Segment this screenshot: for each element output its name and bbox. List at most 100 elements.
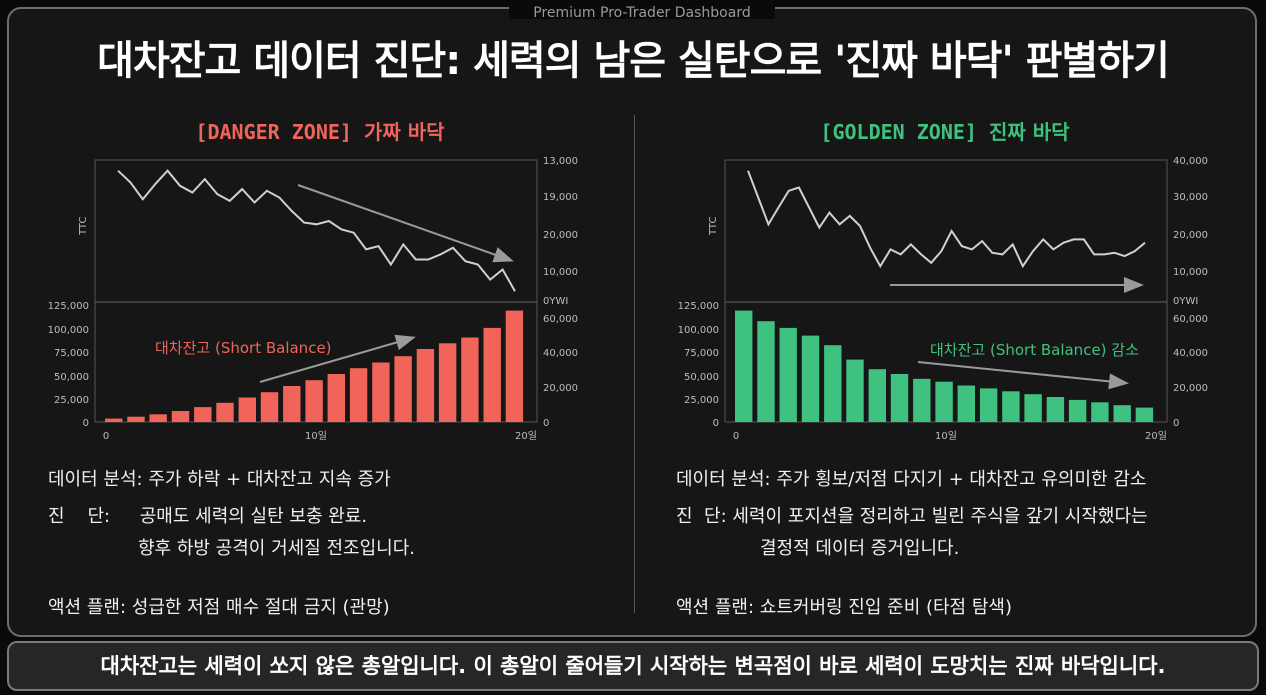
diagnosis-line1: 공매도 세력의 실탄 보충 완료. (139, 506, 368, 527)
golden-diagnosis-line2: 결정적 데이터 증거입니다. (760, 538, 960, 559)
action-label: 액션 플랜: (48, 597, 127, 618)
bar (327, 374, 345, 422)
y-axis-label: TTC (708, 217, 719, 236)
bar-right-tick-label: 0 (1173, 418, 1179, 429)
bar-left-tick-label: 100,000 (678, 325, 719, 336)
y-axis-label: TTC (78, 217, 89, 236)
bar-left-tick-label: 125,000 (48, 301, 89, 312)
diagnosis-line1: 세력이 포지션을 정리하고 빌린 주식을 갚기 시작했다는 (732, 506, 1148, 527)
bar (1135, 407, 1154, 422)
price-line (747, 170, 1146, 269)
danger-zone-tag: [DANGER ZONE] (195, 120, 352, 144)
price-tick-label: 40,000 (1173, 156, 1208, 167)
bar (757, 321, 775, 422)
bar (868, 369, 886, 422)
analysis-text: 주가 횡보/저점 다지기 + 대차잔고 유의미한 감소 (776, 469, 1147, 490)
bar-left-tick-label: 75,000 (54, 348, 89, 359)
x-tick-label: 0 (103, 431, 109, 442)
bar (913, 378, 931, 422)
frame-label: Premium Pro-Trader Dashboard (509, 6, 775, 20)
bar-annotation: 대차잔고 (Short Balance) 감소 (930, 341, 1139, 359)
bar-left-tick-label: 25,000 (54, 395, 89, 406)
price-tick-label: 0YWI (1173, 296, 1198, 307)
analysis-text: 주가 하락 + 대차잔고 지속 증가 (148, 469, 391, 490)
bar-left-tick-label: 0 (83, 418, 89, 429)
bar (127, 416, 145, 422)
bar (372, 362, 390, 422)
bar (935, 381, 953, 422)
price-tick-label: 10,000 (1173, 267, 1208, 278)
bar-right-tick-label: 60,000 (543, 314, 578, 325)
bar-right-tick-label: 20,000 (1173, 383, 1208, 394)
bar (283, 386, 301, 422)
footer-banner: 대차잔고는 세력이 쏘지 않은 총알입니다. 이 총알이 줄어들기 시작하는 변… (7, 641, 1259, 691)
golden-zone-chart: 대차잔고 (Short Balance) 감소 TTC 40,000 30,000… (678, 156, 1208, 442)
price-tick-label: 10,000 (543, 267, 578, 278)
bar-right-tick-label: 60,000 (1173, 314, 1208, 325)
bar (824, 345, 842, 422)
price-tick-label: 19,000 (543, 192, 578, 203)
page-title: 대차잔고 데이터 진단: 세력의 남은 실탄으로 '진짜 바닥' 판별하기 (97, 38, 1170, 84)
diagnosis-label: 진 단: (676, 506, 727, 527)
dashboard-frame: Premium Pro-Trader Dashboard (7, 6, 1257, 637)
danger-zone-name: 가짜 바닥 (364, 120, 445, 144)
price-tick-label: 13,000 (543, 156, 578, 167)
bar (1046, 397, 1065, 422)
bar (238, 397, 256, 422)
bar (149, 414, 167, 422)
golden-zone-name: 진짜 바닥 (989, 120, 1070, 144)
bar-annotation: 대차잔고 (Short Balance) (155, 339, 332, 357)
golden-diagnosis: 진 단: 세력이 포지션을 정리하고 빌린 주식을 갚기 시작했다는 (676, 502, 1148, 528)
bar-left-tick-label: 25,000 (684, 395, 719, 406)
bar-left-tick-label: 0 (713, 418, 719, 429)
panel-divider (634, 115, 635, 613)
x-tick-label: 10일 (305, 430, 327, 442)
bar (349, 368, 368, 422)
danger-zone-title: [DANGER ZONE] 가짜 바닥 (60, 116, 580, 145)
bar-left-tick-label: 50,000 (684, 372, 719, 383)
bar (1068, 399, 1087, 422)
downtrend-arrow (297, 184, 514, 263)
bar-right-tick-label: 20,000 (543, 383, 578, 394)
action-text: 쇼트커버링 진입 준비 (타점 탐색) (759, 597, 1012, 618)
bar (438, 343, 457, 422)
bar-right-tick-label: 0 (543, 418, 549, 429)
bar (890, 374, 909, 422)
bar (105, 418, 123, 422)
bar (260, 392, 279, 422)
bar (801, 335, 820, 422)
golden-analysis: 데이터 분석: 주가 횡보/저점 다지기 + 대차잔고 유의미한 감소 (676, 465, 1146, 491)
bar (416, 349, 435, 422)
danger-zone-chart: 대차잔고 (Short Balance) TTC 13,000 19,000 20,… (48, 156, 578, 442)
price-tick-label: 30,000 (1173, 192, 1208, 203)
uptrend-arrow (259, 334, 416, 383)
bar (735, 310, 753, 422)
danger-diagnosis-line2: 향후 하방 공격이 거세질 전조입니다. (138, 538, 416, 559)
price-line (117, 169, 516, 292)
bar (483, 327, 501, 422)
downtrend-arrow (917, 361, 1129, 390)
danger-action-plan: 액션 플랜: 성급한 저점 매수 절대 금지 (관망) (48, 593, 390, 619)
bar (305, 380, 323, 422)
danger-analysis: 데이터 분석: 주가 하락 + 대차잔고 지속 증가 (48, 465, 391, 491)
bar (846, 359, 864, 422)
golden-zone-tag: [GOLDEN ZONE] (820, 120, 977, 144)
action-text: 성급한 저점 매수 절대 금지 (관망) (131, 597, 390, 618)
price-tick-label: 0YWI (543, 296, 568, 307)
bar (216, 402, 234, 422)
bar-left-tick-label: 75,000 (684, 348, 719, 359)
bar (1113, 405, 1131, 422)
bar (505, 310, 524, 422)
bar (1024, 394, 1042, 422)
bar (461, 337, 479, 422)
bar-right-tick-label: 40,000 (543, 348, 578, 359)
price-tick-label: 20,000 (1173, 230, 1208, 241)
danger-diagnosis: 진 단: 공매도 세력의 실탄 보충 완료. (48, 502, 367, 528)
analysis-label: 데이터 분석: (48, 469, 143, 490)
analysis-label: 데이터 분석: (676, 469, 771, 490)
diagnosis-label: 진 단: (48, 506, 111, 527)
x-tick-label: 0 (733, 431, 739, 442)
bar (1091, 402, 1109, 422)
bar (171, 411, 190, 422)
x-tick-label: 20일 (1145, 430, 1167, 442)
